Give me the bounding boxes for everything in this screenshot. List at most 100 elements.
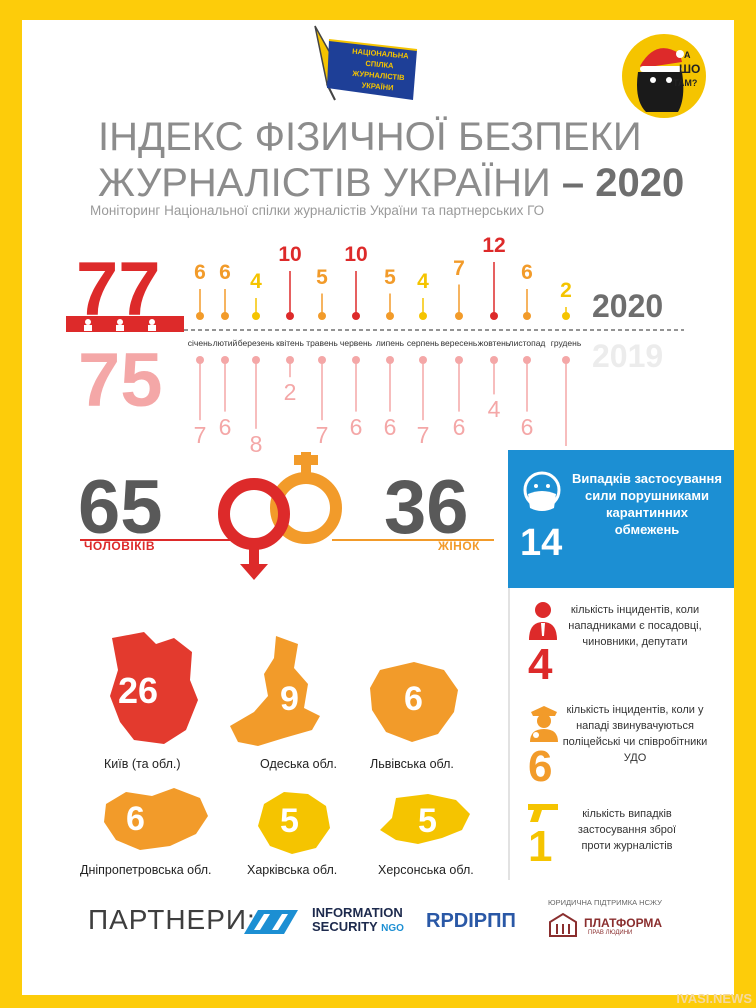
ashotam-text-tam: ТАМ? [673, 78, 698, 88]
watermark: IVASI.NEWS [676, 991, 752, 1006]
partner-logo-2-line1: INFORMATION [312, 905, 403, 920]
region-kyiv-value: 26 [118, 670, 159, 711]
year-label-2019: 2019 [592, 338, 664, 374]
title-line-2: ЖУРНАЛІСТІВ УКРАЇНИ – 2020 [98, 160, 684, 206]
value-2019-3: 8 [249, 430, 263, 457]
platform-logo-icon [549, 912, 577, 937]
value-2020-12: 2 [560, 279, 572, 302]
ashotam-logo [622, 34, 706, 118]
quarantine-text: Випадків застосування сили порушниками к… [572, 471, 722, 537]
value-2020-3: 4 [250, 270, 262, 293]
region-odesa-label: Одеська обл. [260, 757, 337, 771]
partner-logo-2-ngo: NGO [381, 923, 404, 934]
region-kharkiv-value: 5 [280, 802, 299, 840]
official-icon [529, 602, 557, 640]
value-2019-5: 7 [315, 422, 329, 449]
region-dnipro-map [104, 788, 208, 850]
month-label-4: квітень [276, 338, 304, 348]
value-2020-10: 12 [482, 234, 506, 257]
month-label-8: серпень [406, 338, 440, 348]
partners-title: ПАРТНЕРИ: [88, 904, 256, 935]
partner-logo-2-line2: SECURITY NGO [312, 920, 404, 936]
stat-police-text: кількість інцидентів, коли у нападі звин… [562, 704, 708, 764]
value-2020-6: 10 [344, 243, 368, 266]
region-lviv-map [370, 662, 458, 742]
value-2020-11: 6 [521, 261, 533, 284]
gender-symbols-icon [80, 452, 494, 580]
men-label: ЧОЛОВІКІВ [84, 539, 156, 553]
ashotam-text-sho: ШО [679, 62, 701, 76]
value-2019-9: 6 [452, 413, 466, 440]
stat-officials-text: кількість інцидентів, коли нападниками є… [568, 604, 702, 648]
title-year: 2020 [595, 161, 685, 205]
men-count: 65 [78, 465, 163, 550]
region-kharkiv-label: Харківська обл. [247, 863, 338, 877]
title-line-1: ІНДЕКС ФІЗИЧНОЇ БЕЗПЕКИ [98, 115, 642, 159]
quarantine-box: Випадків застосування сили порушниками к… [508, 450, 734, 588]
region-odesa-map [230, 636, 320, 746]
nsju-logo [314, 25, 418, 101]
value-2020-7: 5 [384, 265, 396, 289]
value-2020-1: 6 [194, 261, 206, 284]
value-2019-11: 6 [520, 413, 534, 440]
region-dnipro-value: 6 [126, 800, 145, 838]
total-2020-figures-icon [66, 316, 184, 332]
value-2019-8: 7 [416, 422, 430, 449]
region-kyiv-map [110, 632, 198, 744]
value-2020-5: 5 [316, 265, 328, 289]
month-label-1: січень [187, 338, 213, 348]
value-2020-2: 6 [219, 261, 231, 284]
value-2019-1: 7 [193, 422, 207, 449]
police-icon [530, 706, 558, 742]
page-subtitle: Моніторинг Національної спілки журналіст… [90, 203, 545, 218]
value-2019-7: 6 [383, 413, 397, 440]
month-label-5: травень [306, 338, 338, 348]
region-kyiv-label: Київ (та обл.) [104, 757, 181, 771]
stats-divider [508, 588, 510, 880]
partner-logo-2-line2-text: SECURITY [312, 919, 378, 934]
value-2019-4: 2 [283, 379, 297, 406]
region-kharkiv-map [258, 792, 330, 854]
region-kherson-label: Херсонська обл. [378, 863, 474, 877]
stat-police-value: 6 [528, 742, 553, 791]
title-dash: – [550, 161, 596, 205]
region-odesa-value: 9 [280, 680, 299, 718]
month-label-10: жовтень [477, 338, 511, 348]
month-label-11: листопад [508, 338, 546, 348]
value-2019-10: 4 [487, 396, 501, 423]
value-2020-8: 4 [417, 270, 429, 293]
region-kherson-value: 5 [418, 802, 437, 840]
mask-face-icon [523, 471, 561, 511]
month-label-2: лютий [212, 338, 238, 348]
month-label-9: вересень [440, 338, 478, 348]
total-2020: 77 [76, 247, 161, 332]
women-count: 36 [384, 465, 469, 550]
month-label-3: березень [237, 338, 275, 348]
quarantine-count: 14 [520, 522, 563, 564]
region-lviv-value: 6 [404, 680, 423, 718]
partner-logo-4: ПЛАТФОРМА [584, 916, 663, 930]
month-label-7: липень [375, 338, 405, 348]
stat-weapon-text: кількість випадків застосування зброї пр… [577, 808, 677, 852]
year-label-2020: 2020 [592, 288, 664, 324]
partner-logo-3: RPDIРПП [426, 910, 516, 932]
value-2020-9: 7 [453, 256, 465, 280]
partner-logo-2: INFORMATION SECURITY NGO [312, 906, 404, 936]
partner-logo-4-sub: ПРАВ ЛЮДИНИ [588, 930, 633, 936]
page-title: ІНДЕКС ФІЗИЧНОЇ БЕЗПЕКИ ЖУРНАЛІСТІВ УКРА… [98, 114, 684, 206]
value-2019-2: 6 [218, 413, 232, 440]
region-kherson-map [380, 794, 470, 844]
stat-officials-value: 4 [528, 640, 553, 689]
total-2019: 75 [78, 338, 163, 423]
ashotam-text-a: А [684, 50, 691, 60]
region-lviv-label: Львівська обл. [370, 757, 454, 771]
value-2020-4: 10 [278, 243, 302, 266]
value-2019-6: 6 [349, 413, 363, 440]
partner-logo-1 [244, 910, 298, 934]
nsju-logo-text: НАЦІОНАЛЬНА СПІЛКА ЖУРНАЛІСТІВ УКРАЇНИ [351, 46, 410, 93]
stat-weapon-value: 1 [528, 822, 553, 871]
month-label-6: червень [339, 338, 373, 348]
partner-legal-label: ЮРИДИЧНА ПІДТРИМКА НСЖУ [548, 898, 662, 907]
gun-icon [528, 804, 558, 822]
region-dnipro-label: Дніпропетровська обл. [80, 863, 212, 877]
